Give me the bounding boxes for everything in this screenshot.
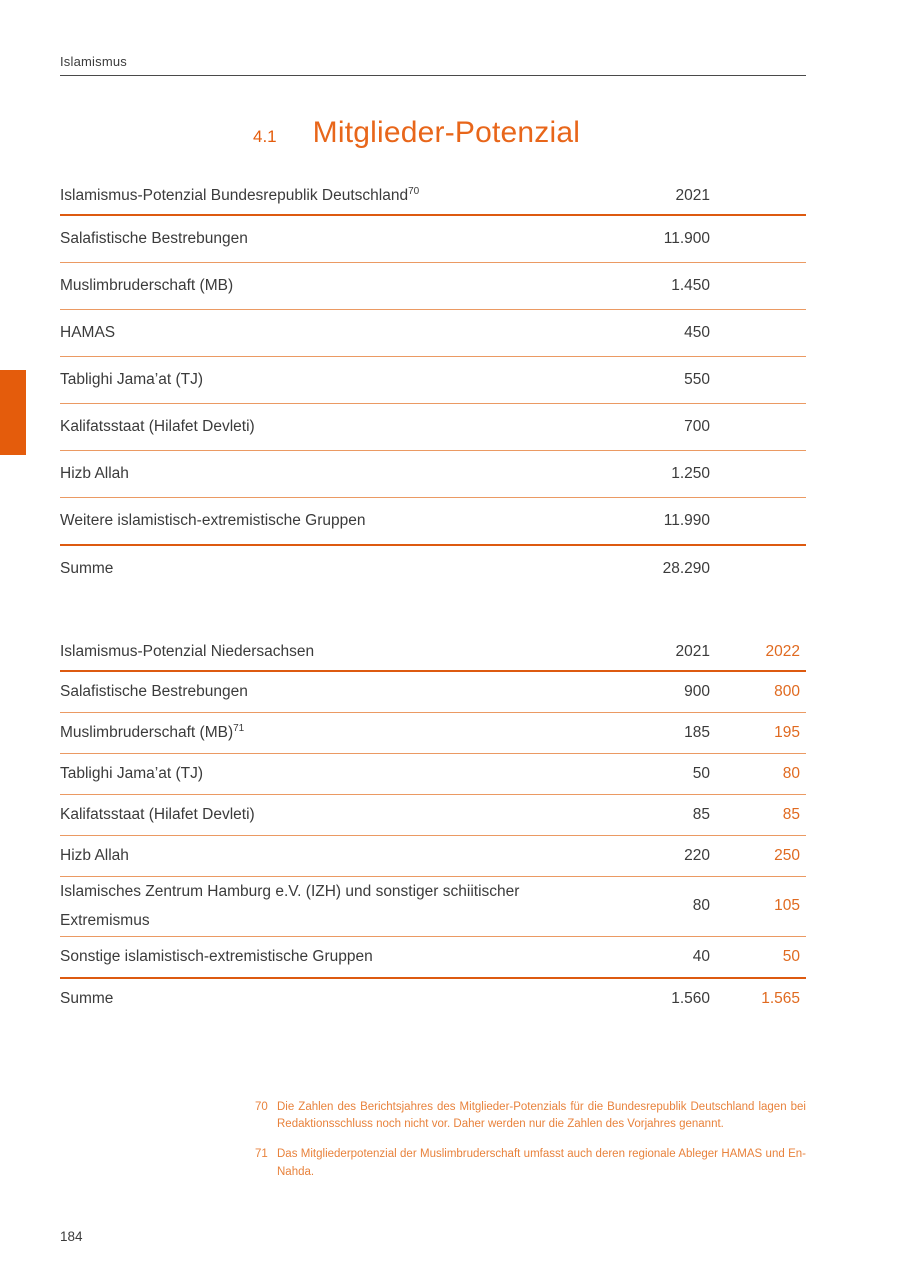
footnote-ref-70: 70 — [408, 186, 420, 198]
row-label-text: Muslimbruderschaft (MB) — [60, 724, 234, 742]
table-title: Islamismus-Potenzial Niedersachsen — [60, 643, 315, 661]
table-row: Kalifatsstaat (Hilafet Devleti) 85 85 — [60, 795, 806, 836]
total-label: Summe — [60, 560, 114, 578]
row-label: Hizb Allah — [60, 847, 129, 865]
table-row: Islamisches Zentrum Hamburg e.V. (IZH) u… — [60, 877, 806, 937]
row-label: Salafistische Bestrebungen — [60, 683, 248, 701]
table-row: Muslimbruderschaft (MB)71 185 195 — [60, 713, 806, 754]
value-2021: 700 — [684, 418, 710, 435]
table-row: Salafistische Bestrebungen 900 800 — [60, 672, 806, 713]
section-heading: 4.1 Mitglieder-Potenzial — [253, 116, 806, 150]
table-row: Sonstige islamistisch-extremistische Gru… — [60, 937, 806, 979]
table-header-row: Islamismus-Potenzial Bundesrepublik Deut… — [60, 178, 806, 216]
row-label: Tablighi Jama’at (TJ) — [60, 371, 203, 389]
value-2021: 40 — [692, 947, 710, 965]
footnote-number: 71 — [255, 1148, 268, 1161]
value-2021: 185 — [684, 724, 710, 741]
value-2022: 105 — [774, 897, 800, 915]
value-2021: 220 — [684, 847, 710, 864]
row-label: Hizb Allah — [60, 465, 129, 483]
column-header-2021: 2021 — [675, 643, 710, 660]
column-header-2022: 2022 — [765, 643, 800, 660]
section-number: 4.1 — [253, 127, 277, 146]
row-label: Islamisches Zentrum Hamburg e.V. (IZH) u… — [60, 883, 520, 930]
column-header-2021: 2021 — [675, 187, 710, 204]
row-label: Kalifatsstaat (Hilafet Devleti) — [60, 806, 255, 824]
table-islamismus-potenzial-deutschland: Islamismus-Potenzial Bundesrepublik Deut… — [60, 178, 806, 592]
value-2021: 50 — [692, 765, 710, 782]
value-2022: 250 — [774, 847, 800, 864]
table-row: Muslimbruderschaft (MB) 1.450 — [60, 263, 806, 310]
footnote-ref-71: 71 — [233, 723, 245, 735]
row-label: Sonstige islamistisch-extremistische Gru… — [60, 948, 373, 966]
value-2021: 1.450 — [671, 277, 710, 294]
value-2021: 80 — [692, 897, 710, 915]
total-value-2022: 1.565 — [761, 989, 800, 1007]
footnote-text: Die Zahlen des Berichtsjahres des Mitgli… — [277, 1100, 806, 1131]
table-row: Tablighi Jama’at (TJ) 550 — [60, 357, 806, 404]
value-2022: 195 — [774, 724, 800, 741]
table-header-row: Islamismus-Potenzial Niedersachsen 2021 … — [60, 634, 806, 672]
row-label: Salafistische Bestrebungen — [60, 230, 248, 248]
value-2022: 50 — [782, 947, 800, 965]
row-label: Weitere islamistisch-extremistische Grup… — [60, 512, 366, 530]
value-2021: 1.250 — [671, 465, 710, 482]
footnote-71: 71 Das Mitgliederpotenzial der Muslimbru… — [255, 1146, 806, 1181]
value-2021: 450 — [684, 324, 710, 341]
table-row: Hizb Allah 1.250 — [60, 451, 806, 498]
table-row: Weitere islamistisch-extremistische Grup… — [60, 498, 806, 546]
table-row: HAMAS 450 — [60, 310, 806, 357]
footnotes-block: 70 Die Zahlen des Berichtsjahres des Mit… — [255, 1099, 806, 1181]
value-2022: 85 — [782, 806, 800, 823]
row-label: Kalifatsstaat (Hilafet Devleti) — [60, 418, 255, 436]
running-header: Islamismus — [60, 54, 806, 76]
value-2021: 550 — [684, 371, 710, 388]
table-title: Islamismus-Potenzial Bundesrepublik Deut… — [60, 181, 640, 210]
footnote-text: Das Mitgliederpotenzial der Muslimbruder… — [277, 1148, 806, 1178]
table-row: Tablighi Jama’at (TJ) 50 80 — [60, 754, 806, 795]
row-label: Muslimbruderschaft (MB)71 — [60, 718, 640, 747]
row-label: Tablighi Jama’at (TJ) — [60, 765, 203, 783]
value-2021: 11.990 — [663, 512, 710, 529]
value-2021: 900 — [684, 683, 710, 700]
page-number: 184 — [60, 1229, 83, 1244]
page-title: Mitglieder-Potenzial — [312, 116, 581, 149]
chapter-tab-marker — [0, 370, 26, 455]
total-value-2021: 1.560 — [671, 989, 710, 1007]
table-islamismus-potenzial-niedersachsen: Islamismus-Potenzial Niedersachsen 2021 … — [60, 634, 806, 1019]
value-2021: 85 — [692, 806, 710, 823]
table-total-row: Summe 28.290 — [60, 546, 806, 592]
value-2022: 800 — [774, 683, 800, 700]
table-title-text: Islamismus-Potenzial Bundesrepublik Deut… — [60, 187, 409, 205]
row-label: HAMAS — [60, 324, 116, 342]
table-row: Hizb Allah 220 250 — [60, 836, 806, 877]
total-label: Summe — [60, 990, 114, 1008]
table-row: Kalifatsstaat (Hilafet Devleti) 700 — [60, 404, 806, 451]
table-row: Salafistische Bestrebungen 11.900 — [60, 216, 806, 263]
total-value-2021: 28.290 — [662, 560, 710, 577]
footnote-70: 70 Die Zahlen des Berichtsjahres des Mit… — [255, 1099, 806, 1134]
row-label: Muslimbruderschaft (MB) — [60, 277, 234, 295]
table-total-row: Summe 1.560 1.565 — [60, 979, 806, 1019]
value-2021: 11.900 — [663, 230, 710, 247]
footnote-number: 70 — [255, 1100, 268, 1113]
value-2022: 80 — [782, 765, 800, 782]
